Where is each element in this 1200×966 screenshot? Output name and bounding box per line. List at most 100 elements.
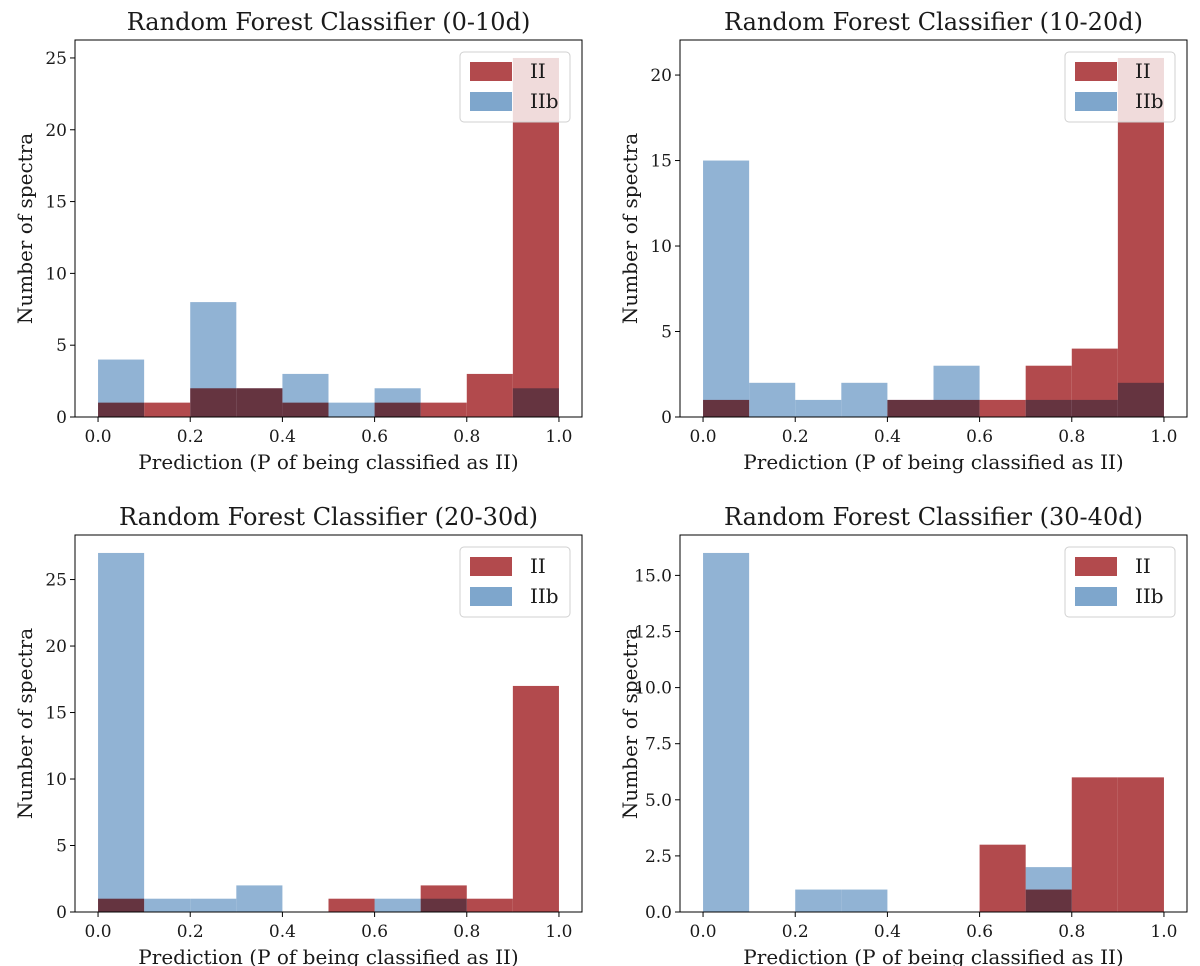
y-tick-label: 15	[45, 704, 67, 724]
legend: II IIb	[1064, 546, 1176, 618]
x-tick-label: 0.0	[85, 427, 112, 447]
x-tick-label: 0.0	[690, 427, 717, 447]
y-tick-label: 15	[650, 152, 672, 172]
x-tick-label: 1.0	[1150, 922, 1177, 942]
x-tick-label: 0.6	[966, 427, 993, 447]
y-tick-label: 5	[56, 837, 67, 857]
series-iib	[703, 552, 1072, 912]
series-iib	[98, 552, 467, 912]
x-tick-label: 1.0	[545, 427, 572, 447]
legend-label-iib: IIb	[1135, 584, 1164, 608]
plot-frame	[74, 39, 583, 418]
legend-label-iib: IIb	[530, 584, 559, 608]
subplot-3: 0.0 0.2 0.4 0.6 0.8 1.0 0 5 10 15 20 25 Random Fores…	[13, 503, 583, 966]
x-axis-label: Prediction (P of being classified as II)	[743, 945, 1123, 966]
bar-iib-bin-4	[887, 399, 934, 417]
y-tick-label: 7.5	[645, 735, 672, 755]
bar-iib-bin-3	[841, 889, 888, 912]
bar-iib-bin-7	[1025, 399, 1072, 417]
x-tick-label: 0.6	[966, 922, 993, 942]
x-tick-label: 0.4	[874, 427, 901, 447]
y-tick-label: 20	[45, 121, 67, 141]
chart-title: Random Forest Classifier (20-30d)	[119, 503, 538, 531]
bar-iib-bin-7	[1025, 867, 1072, 912]
bar-iib-bin-2	[795, 889, 842, 912]
y-tick-label: 20	[650, 66, 672, 86]
x-tick-label: 0.4	[874, 922, 901, 942]
subplot-1: 0.0 0.2 0.4 0.6 0.8 1.0 0 5 10 15 20 25 Random Fores…	[13, 8, 583, 474]
legend: II IIb	[1064, 51, 1176, 123]
y-axis-label: Number of spectra	[618, 133, 642, 324]
bar-iib-bin-2	[190, 302, 237, 417]
legend-swatch-iib	[470, 587, 512, 606]
bar-ii-bin-6	[979, 399, 1026, 417]
bar-ii-bin-1	[144, 402, 191, 417]
legend-label-ii: II	[1135, 59, 1151, 83]
x-tick-label: 0.4	[269, 922, 296, 942]
x-tick-label: 0.2	[177, 427, 204, 447]
bar-ii-bin-6	[979, 844, 1026, 912]
y-tick-label: 0	[56, 903, 67, 923]
y-tick-label: 10.0	[634, 679, 672, 699]
y-axis-label: Number of spectra	[618, 628, 642, 819]
y-tick-label: 15	[45, 193, 67, 213]
chart-title: Random Forest Classifier (10-20d)	[724, 8, 1143, 36]
x-tick-label: 0.8	[1058, 427, 1085, 447]
legend-swatch-iib	[1075, 92, 1117, 111]
bar-iib-bin-3	[236, 885, 283, 912]
y-tick-label: 5.0	[645, 791, 672, 811]
legend-swatch-ii	[1075, 62, 1117, 81]
y-tick-label: 5	[661, 323, 672, 343]
bar-iib-bin-5	[933, 365, 980, 417]
x-tick-label: 0.0	[690, 922, 717, 942]
y-tick-label: 25	[45, 571, 67, 591]
x-tick-label: 0.2	[782, 922, 809, 942]
bar-iib-bin-3	[236, 388, 283, 417]
plot-frame	[679, 39, 1188, 418]
subplot-4: 0.0 0.2 0.4 0.6 0.8 1.0 0.0 2.5 5.0 7.5 10.0 12.5 15…	[618, 503, 1188, 966]
bar-ii-bin-7	[420, 402, 467, 417]
bar-ii-bin-9	[512, 685, 559, 912]
x-tick-label: 1.0	[1150, 427, 1177, 447]
y-tick-label: 2.5	[645, 847, 672, 867]
legend-swatch-iib	[1075, 587, 1117, 606]
plot-frame	[74, 534, 583, 913]
y-tick-label: 15.0	[634, 566, 672, 586]
series-iib	[703, 160, 1164, 417]
bar-iib-bin-0	[703, 160, 750, 417]
bar-iib-bin-9	[1117, 382, 1164, 417]
legend-swatch-ii	[470, 62, 512, 81]
series-iib	[98, 302, 559, 417]
x-tick-label: 0.6	[361, 427, 388, 447]
bar-ii-bin-8	[1071, 777, 1118, 912]
legend: II IIb	[459, 546, 571, 618]
y-tick-label: 10	[45, 770, 67, 790]
x-tick-label: 0.8	[1058, 922, 1085, 942]
bar-iib-bin-0	[703, 552, 750, 912]
bar-ii-bin-9	[1117, 777, 1164, 912]
legend-swatch-iib	[470, 92, 512, 111]
bar-iib-bin-0	[98, 359, 145, 417]
y-tick-label: 0	[56, 408, 67, 428]
y-axis-label: Number of spectra	[13, 628, 37, 819]
bar-iib-bin-0	[98, 552, 145, 912]
y-tick-label: 12.5	[634, 622, 672, 642]
x-tick-label: 0.8	[453, 427, 480, 447]
x-tick-label: 0.2	[782, 427, 809, 447]
x-tick-label: 0.8	[453, 922, 480, 942]
x-axis-label: Prediction (P of being classified as II)	[743, 450, 1123, 474]
y-tick-label: 10	[45, 264, 67, 284]
legend-swatch-ii	[1075, 557, 1117, 576]
legend-label-iib: IIb	[530, 89, 559, 113]
legend-label-iib: IIb	[1135, 89, 1164, 113]
bar-iib-bin-1	[749, 382, 796, 417]
bar-iib-bin-4	[282, 373, 329, 417]
bar-iib-bin-9	[512, 388, 559, 417]
series-ii	[98, 685, 559, 912]
bar-iib-bin-8	[1071, 399, 1118, 417]
x-axis-label: Prediction (P of being classified as II)	[138, 450, 518, 474]
bar-iib-bin-2	[190, 898, 237, 912]
plot-frame	[679, 534, 1188, 913]
subplot-2: 0.0 0.2 0.4 0.6 0.8 1.0 0 5 10 15 20 Random Forest …	[618, 8, 1188, 474]
x-tick-label: 1.0	[545, 922, 572, 942]
